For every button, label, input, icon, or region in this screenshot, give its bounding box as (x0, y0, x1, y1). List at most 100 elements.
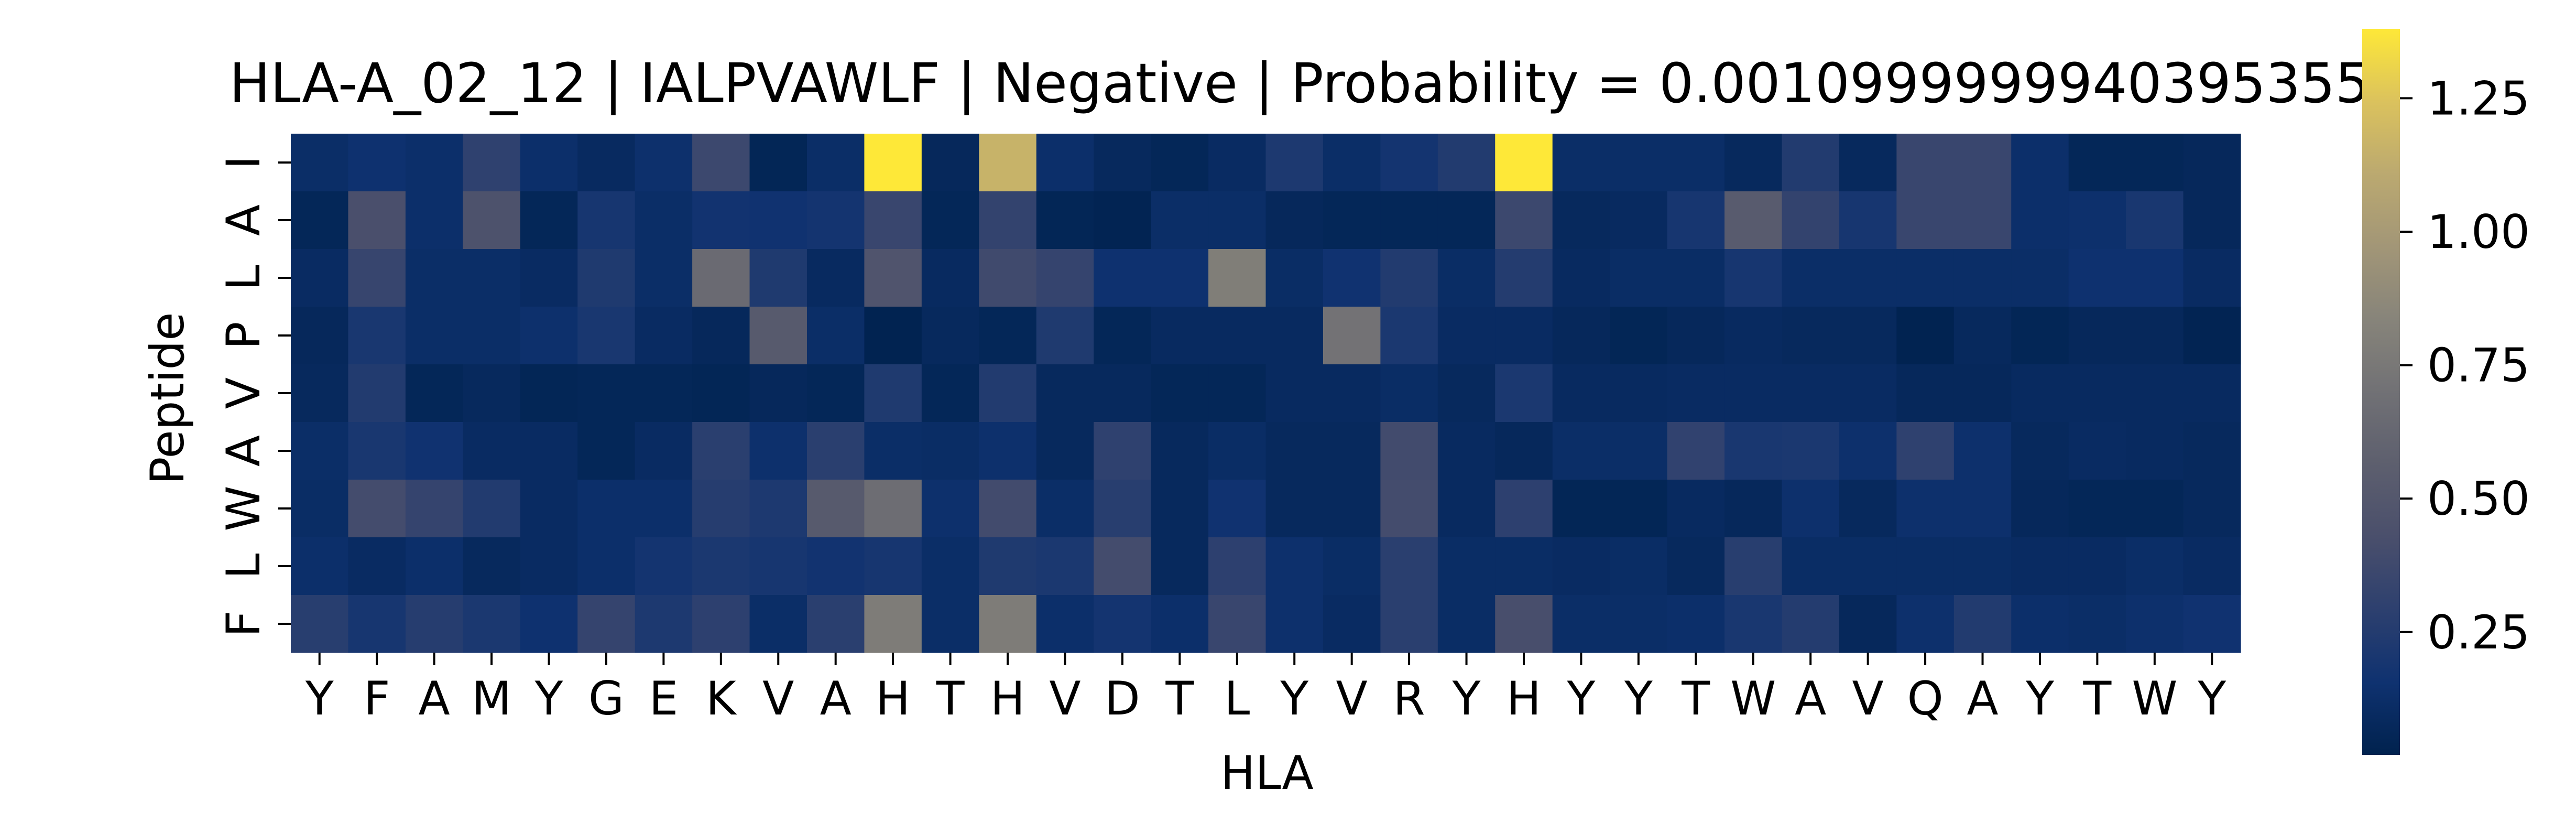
heatmap-cell (1094, 422, 1152, 480)
heatmap-cell (577, 537, 636, 595)
x-tick-label: K (706, 671, 737, 725)
heatmap-cell (1552, 191, 1610, 250)
heatmap-cell (921, 422, 979, 480)
heatmap-cell (1667, 134, 1725, 192)
heatmap-cell (2126, 249, 2184, 307)
heatmap-cell (806, 595, 865, 653)
heatmap-cell (1552, 364, 1610, 423)
x-tick-label: Y (2197, 671, 2226, 725)
heatmap-cell (1036, 422, 1094, 480)
heatmap-cell (864, 307, 922, 365)
heatmap-cell (348, 595, 406, 653)
heatmap-cell (692, 480, 750, 538)
heatmap-cell (1667, 537, 1725, 595)
heatmap-cell (2126, 422, 2184, 480)
heatmap-cell (921, 134, 979, 192)
heatmap-cell (864, 134, 922, 192)
heatmap-cell (1896, 191, 1955, 250)
heatmap-cell (1724, 595, 1783, 653)
y-axis-ticks: IALPVAWLF (216, 156, 291, 637)
heatmap-cell (635, 134, 693, 192)
x-tick-label: Y (1624, 671, 1653, 725)
heatmap-cell (520, 480, 578, 538)
heatmap-cell (1323, 480, 1381, 538)
heatmap-cell (520, 422, 578, 480)
heatmap-cell (979, 191, 1037, 250)
heatmap-cell (749, 249, 807, 307)
heatmap-cell (1896, 364, 1955, 423)
heatmap-cell (921, 307, 979, 365)
heatmap-cell (1724, 191, 1783, 250)
heatmap-cell (1667, 249, 1725, 307)
heatmap-cell (1953, 249, 2012, 307)
heatmap-cell (463, 249, 521, 307)
heatmap-cell (2126, 307, 2184, 365)
heatmap-cell (1724, 364, 1783, 423)
x-tick-label: M (472, 671, 511, 725)
x-tick-label: T (936, 671, 965, 725)
heatmap-cell (1036, 191, 1094, 250)
heatmap-cell (1495, 480, 1553, 538)
heatmap-cell (1953, 480, 2012, 538)
heatmap-cell (2126, 191, 2184, 250)
heatmap-cell (463, 134, 521, 192)
heatmap-cell (1036, 307, 1094, 365)
y-axis-label: Peptide (140, 312, 194, 485)
heatmap-cell (577, 595, 636, 653)
heatmap-cell (635, 537, 693, 595)
heatmap-cell (1896, 480, 1955, 538)
heatmap-cell (1667, 595, 1725, 653)
heatmap-cell (1151, 422, 1209, 480)
heatmap-cell (864, 480, 922, 538)
heatmap-cell (921, 595, 979, 653)
heatmap-cell (2126, 537, 2184, 595)
x-tick-label: W (1730, 671, 1776, 725)
x-tick-label: L (1224, 671, 1250, 725)
heatmap-cell (749, 595, 807, 653)
x-tick-label: V (762, 671, 794, 725)
heatmap-cell (806, 480, 865, 538)
y-tick-label: F (216, 611, 270, 637)
heatmap-cell (692, 191, 750, 250)
heatmap-cell (635, 249, 693, 307)
heatmap-cell (864, 191, 922, 250)
heatmap-cell (1839, 480, 1897, 538)
heatmap-cell (463, 480, 521, 538)
heatmap-cell (1839, 422, 1897, 480)
heatmap-cell (2068, 480, 2126, 538)
heatmap-cell (1839, 191, 1897, 250)
heatmap-cell (1094, 537, 1152, 595)
heatmap-cell (1552, 480, 1610, 538)
heatmap-cell (2011, 307, 2069, 365)
heatmap-cell (1724, 307, 1783, 365)
x-tick-label: A (820, 671, 852, 725)
heatmap-cell (405, 134, 463, 192)
heatmap-cell (1437, 134, 1496, 192)
heatmap-cell (806, 134, 865, 192)
heatmap-cell (1208, 307, 1267, 365)
heatmap-cell (864, 249, 922, 307)
heatmap-cell (921, 364, 979, 423)
heatmap-cell (520, 134, 578, 192)
y-tick-label: A (216, 204, 270, 236)
heatmap-cell (405, 307, 463, 365)
heatmap-cell (1151, 364, 1209, 423)
x-tick-label: H (1507, 671, 1541, 725)
heatmap-cell (979, 595, 1037, 653)
heatmap-cell (1094, 364, 1152, 423)
colorbar-tick-label: 1.25 (2427, 71, 2530, 125)
heatmap-cell (1953, 364, 2012, 423)
heatmap-cell (1724, 537, 1783, 595)
heatmap-cell (463, 537, 521, 595)
heatmap-cell (979, 422, 1037, 480)
heatmap-cell (749, 364, 807, 423)
heatmap-cell (635, 191, 693, 250)
heatmap-cell (806, 364, 865, 423)
heatmap-cell (291, 595, 349, 653)
heatmap-cell (1151, 480, 1209, 538)
heatmap-cell (520, 537, 578, 595)
heatmap-cell (520, 595, 578, 653)
x-tick-label: Y (1452, 671, 1481, 725)
heatmap-cell (806, 249, 865, 307)
heatmap-cell (1380, 249, 1438, 307)
